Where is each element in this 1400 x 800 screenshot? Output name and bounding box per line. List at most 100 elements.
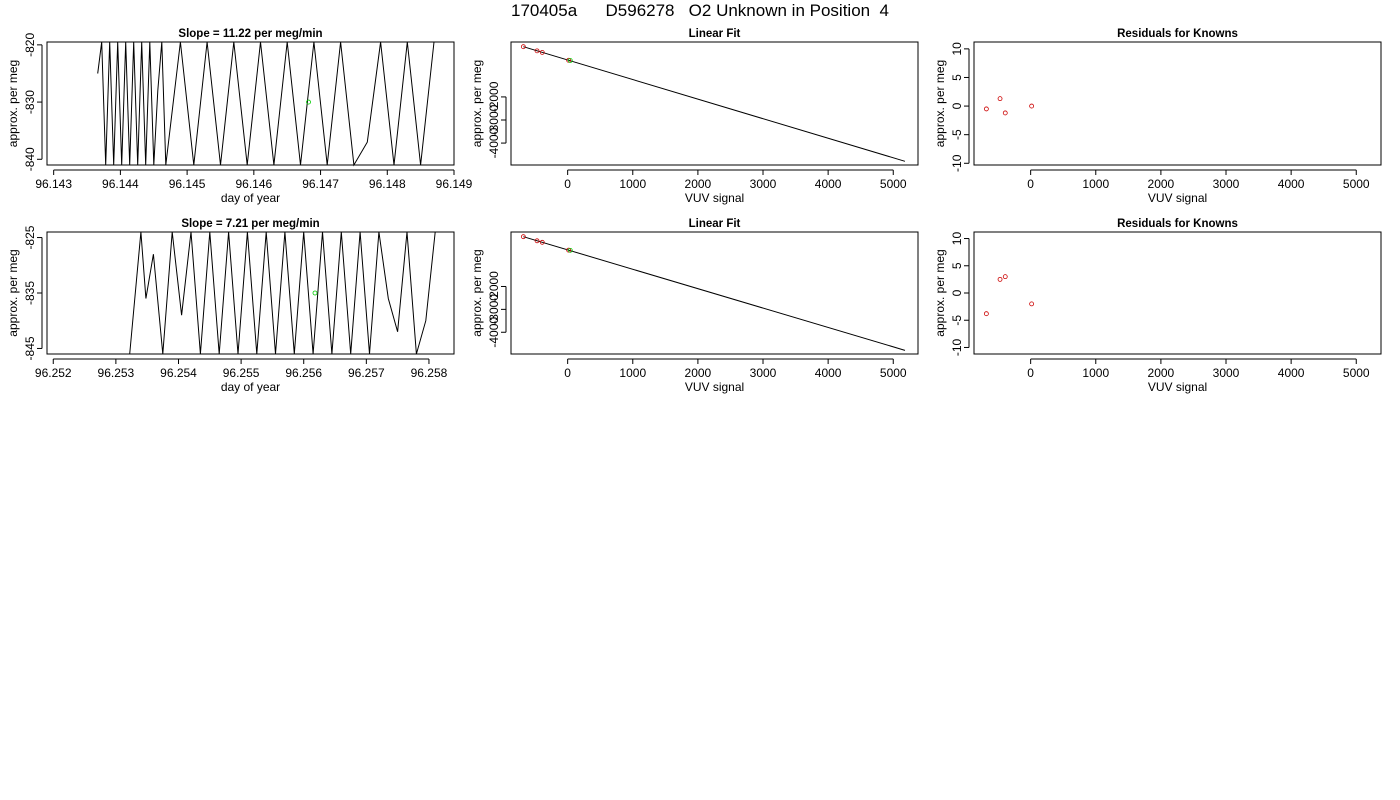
plot-frame — [510, 231, 919, 355]
y-tick-label: -10 — [950, 154, 964, 172]
known-point — [534, 48, 540, 54]
x-tick-label: 1000 — [619, 366, 646, 380]
known-point — [997, 96, 1003, 102]
y-tick-label: -2000 — [487, 81, 501, 112]
x-tick-label: 4000 — [1278, 177, 1305, 191]
y-tick-label: -4000 — [487, 127, 501, 158]
unknown-point — [567, 58, 573, 63]
known-point — [1029, 301, 1035, 307]
unknown-point — [567, 247, 573, 253]
x-tick-label: 96.146 — [235, 177, 272, 191]
y-tick-label: -4000 — [487, 317, 501, 348]
known-point — [983, 106, 989, 112]
y-tick-label: 0 — [950, 102, 964, 109]
fit-line — [523, 236, 906, 351]
x-tick-label: 2000 — [685, 177, 712, 191]
x-tick-label: 5000 — [1343, 366, 1370, 380]
known-point — [566, 57, 572, 63]
chart-title: Linear Fit — [689, 218, 741, 230]
known-point — [997, 276, 1003, 282]
chart-panel-4: Slope = 7.21 per meg/min 96.252 96.253 96.2… — [6, 218, 455, 394]
chart-title: Residuals for Knowns — [1117, 28, 1238, 40]
known-point — [520, 44, 526, 50]
y-tick-label: -3000 — [487, 294, 501, 325]
x-tick-label: 3000 — [1213, 177, 1240, 191]
y-tick-label: 5 — [950, 74, 964, 81]
y-axis-label: approx. per meg — [6, 60, 20, 147]
y-tick-label: -830 — [23, 90, 37, 114]
x-tick-label: 4000 — [1278, 366, 1305, 380]
known-point — [1029, 103, 1035, 109]
y-axis-label: approx. per meg — [933, 249, 947, 336]
x-axis-label: VUV signal — [1148, 380, 1207, 394]
y-tick-label: 10 — [950, 232, 964, 246]
chart-panel-5: Linear Fit 0 1000 2000 3000 4000 5000 VUV signa… — [470, 218, 919, 394]
known-point — [983, 311, 989, 317]
x-axis-label: VUV signal — [1148, 191, 1207, 205]
plot-frame — [46, 41, 455, 166]
page-title: 170405a D596278 O2 Unknown in Position 4 — [510, 1, 890, 20]
x-tick-label: 96.145 — [169, 177, 206, 191]
known-point — [539, 239, 545, 245]
plot-frame — [46, 231, 455, 355]
x-tick-label: 2000 — [1148, 366, 1175, 380]
x-tick-label: 96.148 — [369, 177, 406, 191]
y-tick-label: -825 — [23, 225, 37, 249]
known-point — [520, 234, 526, 240]
x-tick-label: 1000 — [1082, 366, 1109, 380]
y-tick-label: 5 — [950, 262, 964, 269]
x-tick-label: 96.144 — [102, 177, 139, 191]
x-axis-label: VUV signal — [685, 380, 744, 394]
x-axis-label: VUV signal — [685, 191, 744, 205]
x-axis-label: day of year — [221, 191, 280, 205]
plot-frame — [973, 231, 1382, 355]
y-axis-label: approx. per meg — [470, 60, 484, 147]
y-tick-label: -3000 — [487, 104, 501, 135]
x-tick-label: 96.147 — [302, 177, 339, 191]
y-tick-label: 10 — [950, 42, 964, 56]
chart-title: Slope = 7.21 per meg/min — [181, 218, 319, 230]
y-tick-label: 0 — [950, 289, 964, 296]
y-tick-label: -840 — [23, 147, 37, 171]
y-tick-label: -820 — [23, 33, 37, 57]
y-axis-label: approx. per meg — [933, 60, 947, 147]
chart-panel-3: Residuals for Knowns 0 1000 2000 3000 4000 500… — [933, 28, 1382, 205]
y-axis-label: approx. per meg — [470, 249, 484, 336]
y-tick-label: -5 — [950, 315, 964, 326]
x-tick-label: 96.258 — [411, 366, 448, 380]
known-point — [1002, 110, 1008, 116]
x-tick-label: 4000 — [815, 177, 842, 191]
x-tick-label: 3000 — [1213, 366, 1240, 380]
y-tick-label: -2000 — [487, 271, 501, 302]
x-tick-label: 3000 — [750, 177, 777, 191]
x-tick-label: 0 — [564, 177, 571, 191]
x-tick-label: 5000 — [880, 177, 907, 191]
chart-panel-6: Residuals for Knowns 0 1000 2000 3000 4000 500… — [933, 218, 1382, 394]
x-tick-label: 5000 — [880, 366, 907, 380]
x-tick-label: 96.254 — [160, 366, 197, 380]
x-tick-label: 96.149 — [436, 177, 473, 191]
unknown-point — [306, 99, 311, 105]
plot-frame — [510, 41, 919, 166]
chart-title: Slope = 11.22 per meg/min — [178, 28, 322, 40]
y-tick-label: -845 — [23, 336, 37, 360]
y-axis-label: approx. per meg — [6, 249, 20, 336]
x-tick-label: 2000 — [685, 366, 712, 380]
x-tick-label: 0 — [1027, 366, 1034, 380]
x-tick-label: 96.257 — [348, 366, 385, 380]
x-tick-label: 0 — [1027, 177, 1034, 191]
x-tick-label: 4000 — [815, 366, 842, 380]
x-tick-label: 96.252 — [35, 366, 72, 380]
known-point — [539, 49, 545, 55]
chart-title: Residuals for Knowns — [1117, 218, 1238, 230]
y-tick-label: -835 — [23, 281, 37, 305]
known-point — [566, 247, 572, 253]
x-tick-label: 1000 — [1082, 177, 1109, 191]
unknown-point — [312, 290, 318, 296]
x-tick-label: 96.256 — [285, 366, 322, 380]
series-line — [97, 41, 435, 167]
chart-panel-2: Linear Fit 0 1000 2000 3000 4000 5000 VUV signa… — [470, 28, 919, 205]
known-point — [534, 238, 540, 244]
series-line — [129, 231, 436, 355]
